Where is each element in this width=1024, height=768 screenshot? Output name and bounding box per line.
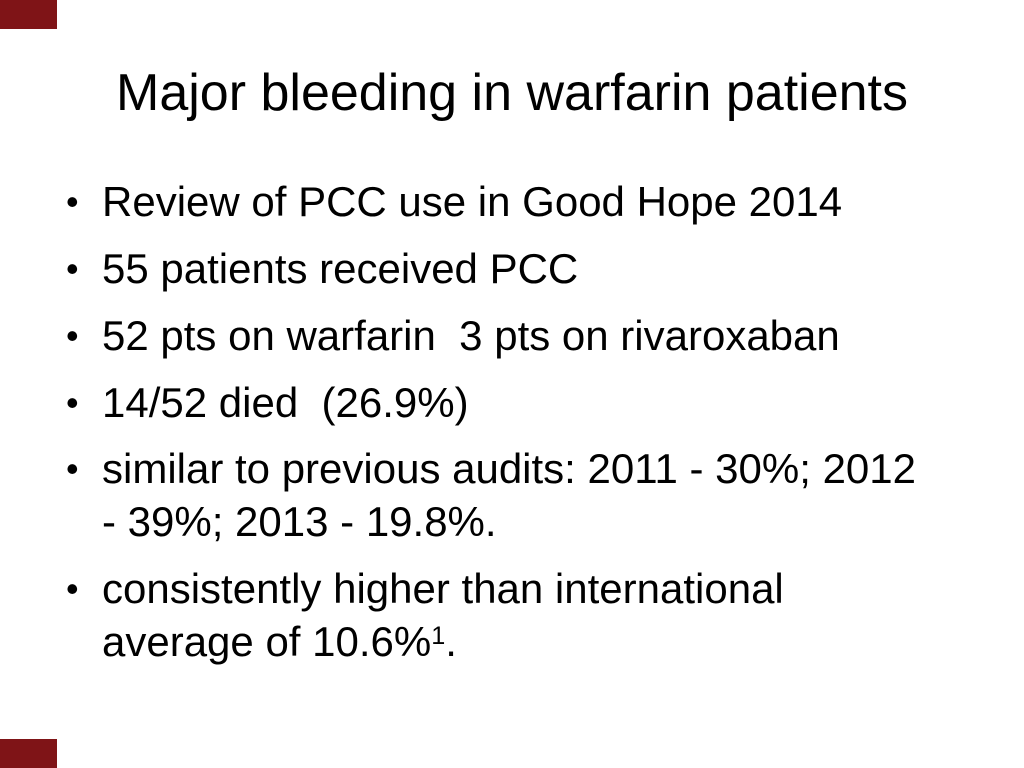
bullet-item: • 55 patients received PCC [66,243,932,296]
slide-title: Major bleeding in warfarin patients [116,64,908,122]
bullet-marker: • [66,180,79,222]
bullet-item: • consistently higher than international… [66,563,932,669]
corner-accent-bottom-left [0,739,57,768]
bullet-text: 52 pts on warfarin 3 pts on rivaroxaban [102,311,840,359]
bullet-item: • Review of PCC use in Good Hope 2014 [66,176,932,229]
bullet-list: • Review of PCC use in Good Hope 2014 • … [66,176,932,669]
bullet-text: 55 patients received PCC [102,244,579,292]
bullet-text: consistently higher than international a… [102,563,932,669]
bullet-item: • 14/52 died (26.9%) [66,377,932,430]
bullet-marker: • [66,381,79,423]
bullet-text: 14/52 died (26.9%) [102,378,469,426]
bullet-marker: • [66,568,79,610]
bullet-text-tail: . [445,618,457,666]
bullet-item: • similar to previous audits: 2011 - 30%… [66,443,932,549]
footnote-marker: 1 [431,621,446,650]
bullet-marker: • [66,247,79,289]
bullet-text: Review of PCC use in Good Hope 2014 [102,177,843,225]
bullet-text-main: consistently higher than international a… [102,565,796,666]
corner-accent-top-left [0,0,57,29]
bullet-text: similar to previous audits: 2011 - 30%; … [102,445,928,546]
bullet-item: • 52 pts on warfarin 3 pts on rivaroxaba… [66,310,932,363]
bullet-marker: • [66,314,79,356]
bullet-marker: • [66,448,79,490]
